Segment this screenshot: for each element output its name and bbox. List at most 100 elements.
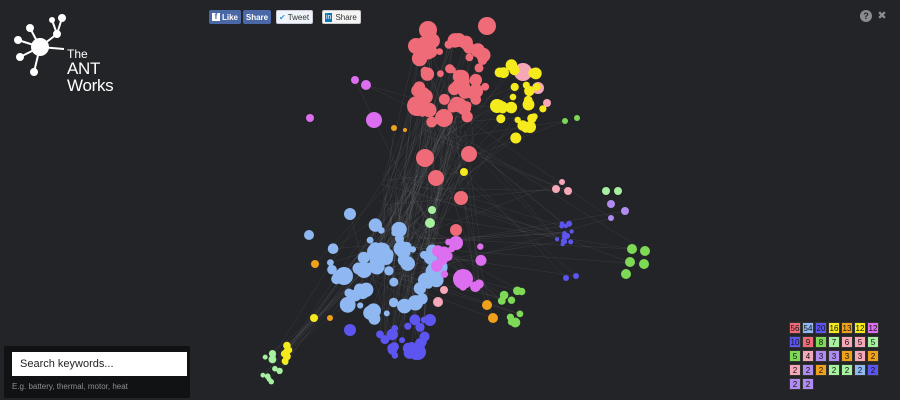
legend-cluster-swatch[interactable]: 2 [789, 364, 801, 376]
graph-node-pink[interactable] [433, 297, 443, 307]
graph-node-blue[interactable] [397, 298, 412, 314]
graph-node-violet[interactable] [562, 235, 568, 240]
graph-node-blue[interactable] [304, 230, 314, 240]
graph-node-blue[interactable] [363, 305, 378, 320]
graph-node-blue[interactable] [383, 310, 390, 317]
legend-cluster-swatch[interactable]: 8 [815, 336, 827, 348]
graph-node-yellow[interactable] [494, 67, 505, 78]
legend-cluster-swatch[interactable]: 56 [789, 322, 801, 334]
graph-node-yellow[interactable] [533, 83, 541, 91]
legend-cluster-swatch[interactable]: 2 [867, 364, 879, 376]
graph-node-orange[interactable] [488, 313, 498, 323]
graph-node-green[interactable] [510, 317, 521, 328]
graph-node-blue[interactable] [384, 266, 394, 276]
graph-node-magenta[interactable] [453, 269, 473, 289]
graph-node-red[interactable] [469, 73, 482, 87]
graph-node-pink[interactable] [543, 99, 551, 107]
graph-node-red[interactable] [449, 66, 456, 74]
graph-node-blue[interactable] [389, 277, 399, 287]
graph-node-red[interactable] [474, 63, 484, 73]
graph-node-magenta[interactable] [477, 243, 484, 250]
graph-node-violet[interactable] [424, 314, 436, 326]
legend-cluster-swatch[interactable]: 2 [789, 378, 801, 390]
legend-cluster-swatch[interactable]: 2 [828, 364, 840, 376]
graph-node-magenta[interactable] [475, 254, 487, 266]
graph-node-orange[interactable] [327, 315, 333, 321]
graph-node-yellow[interactable] [496, 114, 506, 124]
graph-node-blue[interactable] [368, 218, 383, 232]
graph-node-green[interactable] [516, 310, 524, 318]
graph-node-violet[interactable] [391, 352, 399, 359]
graph-node-lavender[interactable] [621, 207, 629, 215]
graph-node-red[interactable] [420, 67, 435, 81]
graph-node-violet[interactable] [344, 324, 356, 336]
graph-node-red[interactable] [426, 116, 438, 128]
graph-node-red[interactable] [477, 55, 488, 65]
facebook-like-button[interactable]: f Like [209, 10, 241, 24]
graph-node-green[interactable] [507, 296, 516, 304]
graph-node-lightgreen[interactable] [425, 218, 435, 228]
graph-node-blue[interactable] [413, 282, 427, 295]
search-input[interactable] [12, 352, 187, 376]
graph-node-blue[interactable] [344, 288, 354, 298]
graph-node-blue[interactable] [327, 259, 334, 266]
graph-node-green[interactable] [574, 115, 580, 121]
graph-node-red[interactable] [438, 93, 450, 105]
legend-cluster-swatch[interactable]: 5 [854, 336, 866, 348]
graph-node-magenta[interactable] [449, 236, 463, 250]
graph-node-yellow[interactable] [460, 168, 468, 176]
graph-node-yellow[interactable] [524, 85, 535, 97]
graph-node-orange[interactable] [311, 260, 319, 268]
graph-node-red[interactable] [450, 224, 462, 236]
legend-cluster-swatch[interactable]: 7 [828, 336, 840, 348]
graph-node-orange[interactable] [403, 128, 407, 132]
graph-node-red[interactable] [419, 21, 437, 39]
graph-node-blue[interactable] [335, 267, 353, 285]
graph-node-lightgreen[interactable] [428, 206, 436, 214]
graph-node-red[interactable] [436, 48, 443, 55]
expand-icon[interactable]: ✖ [877, 10, 887, 22]
graph-node-green[interactable] [562, 118, 568, 124]
graph-node-green[interactable] [639, 259, 649, 269]
graph-node-blue[interactable] [344, 208, 356, 220]
graph-node-blue[interactable] [400, 256, 416, 271]
legend-cluster-swatch[interactable]: 3 [854, 350, 866, 362]
graph-node-yellow[interactable] [524, 121, 536, 133]
graph-node-yellow[interactable] [523, 95, 533, 105]
legend-cluster-swatch[interactable]: 3 [841, 350, 853, 362]
graph-node-magenta[interactable] [366, 112, 382, 128]
graph-node-magenta[interactable] [440, 270, 449, 278]
help-icon[interactable]: ? [860, 10, 872, 22]
legend-cluster-swatch[interactable]: 5 [789, 350, 801, 362]
legend-cluster-swatch[interactable]: 3 [815, 350, 827, 362]
graph-node-orange[interactable] [391, 125, 397, 131]
graph-node-violet[interactable] [573, 273, 579, 279]
graph-node-blue[interactable] [416, 293, 428, 305]
graph-node-magenta[interactable] [361, 80, 371, 90]
graph-node-lightgreen[interactable] [602, 187, 610, 195]
graph-node-red[interactable] [424, 45, 438, 59]
graph-node-yellow[interactable] [530, 113, 538, 120]
legend-cluster-swatch[interactable]: 2 [815, 364, 827, 376]
legend-cluster-swatch[interactable]: 54 [802, 322, 814, 334]
graph-node-blue[interactable] [409, 246, 416, 253]
graph-node-yellow[interactable] [281, 357, 289, 365]
graph-node-blue[interactable] [359, 282, 374, 297]
graph-node-blue[interactable] [339, 296, 356, 313]
graph-node-lightgreen[interactable] [260, 372, 266, 378]
graph-node-magenta[interactable] [306, 114, 314, 122]
graph-node-red[interactable] [457, 101, 471, 115]
legend-cluster-swatch[interactable]: 2 [802, 364, 814, 376]
legend-cluster-swatch[interactable]: 13 [841, 322, 853, 334]
graph-node-violet[interactable] [380, 335, 390, 345]
graph-node-yellow[interactable] [285, 346, 293, 354]
graph-node-yellow[interactable] [509, 93, 517, 101]
legend-cluster-swatch[interactable]: 20 [815, 322, 827, 334]
graph-node-yellow[interactable] [310, 314, 318, 322]
legend-cluster-swatch[interactable]: 9 [802, 336, 814, 348]
legend-cluster-swatch[interactable]: 5 [867, 336, 879, 348]
graph-node-magenta[interactable] [470, 281, 481, 293]
graph-node-yellow[interactable] [528, 68, 538, 78]
graph-node-red[interactable] [437, 70, 444, 78]
